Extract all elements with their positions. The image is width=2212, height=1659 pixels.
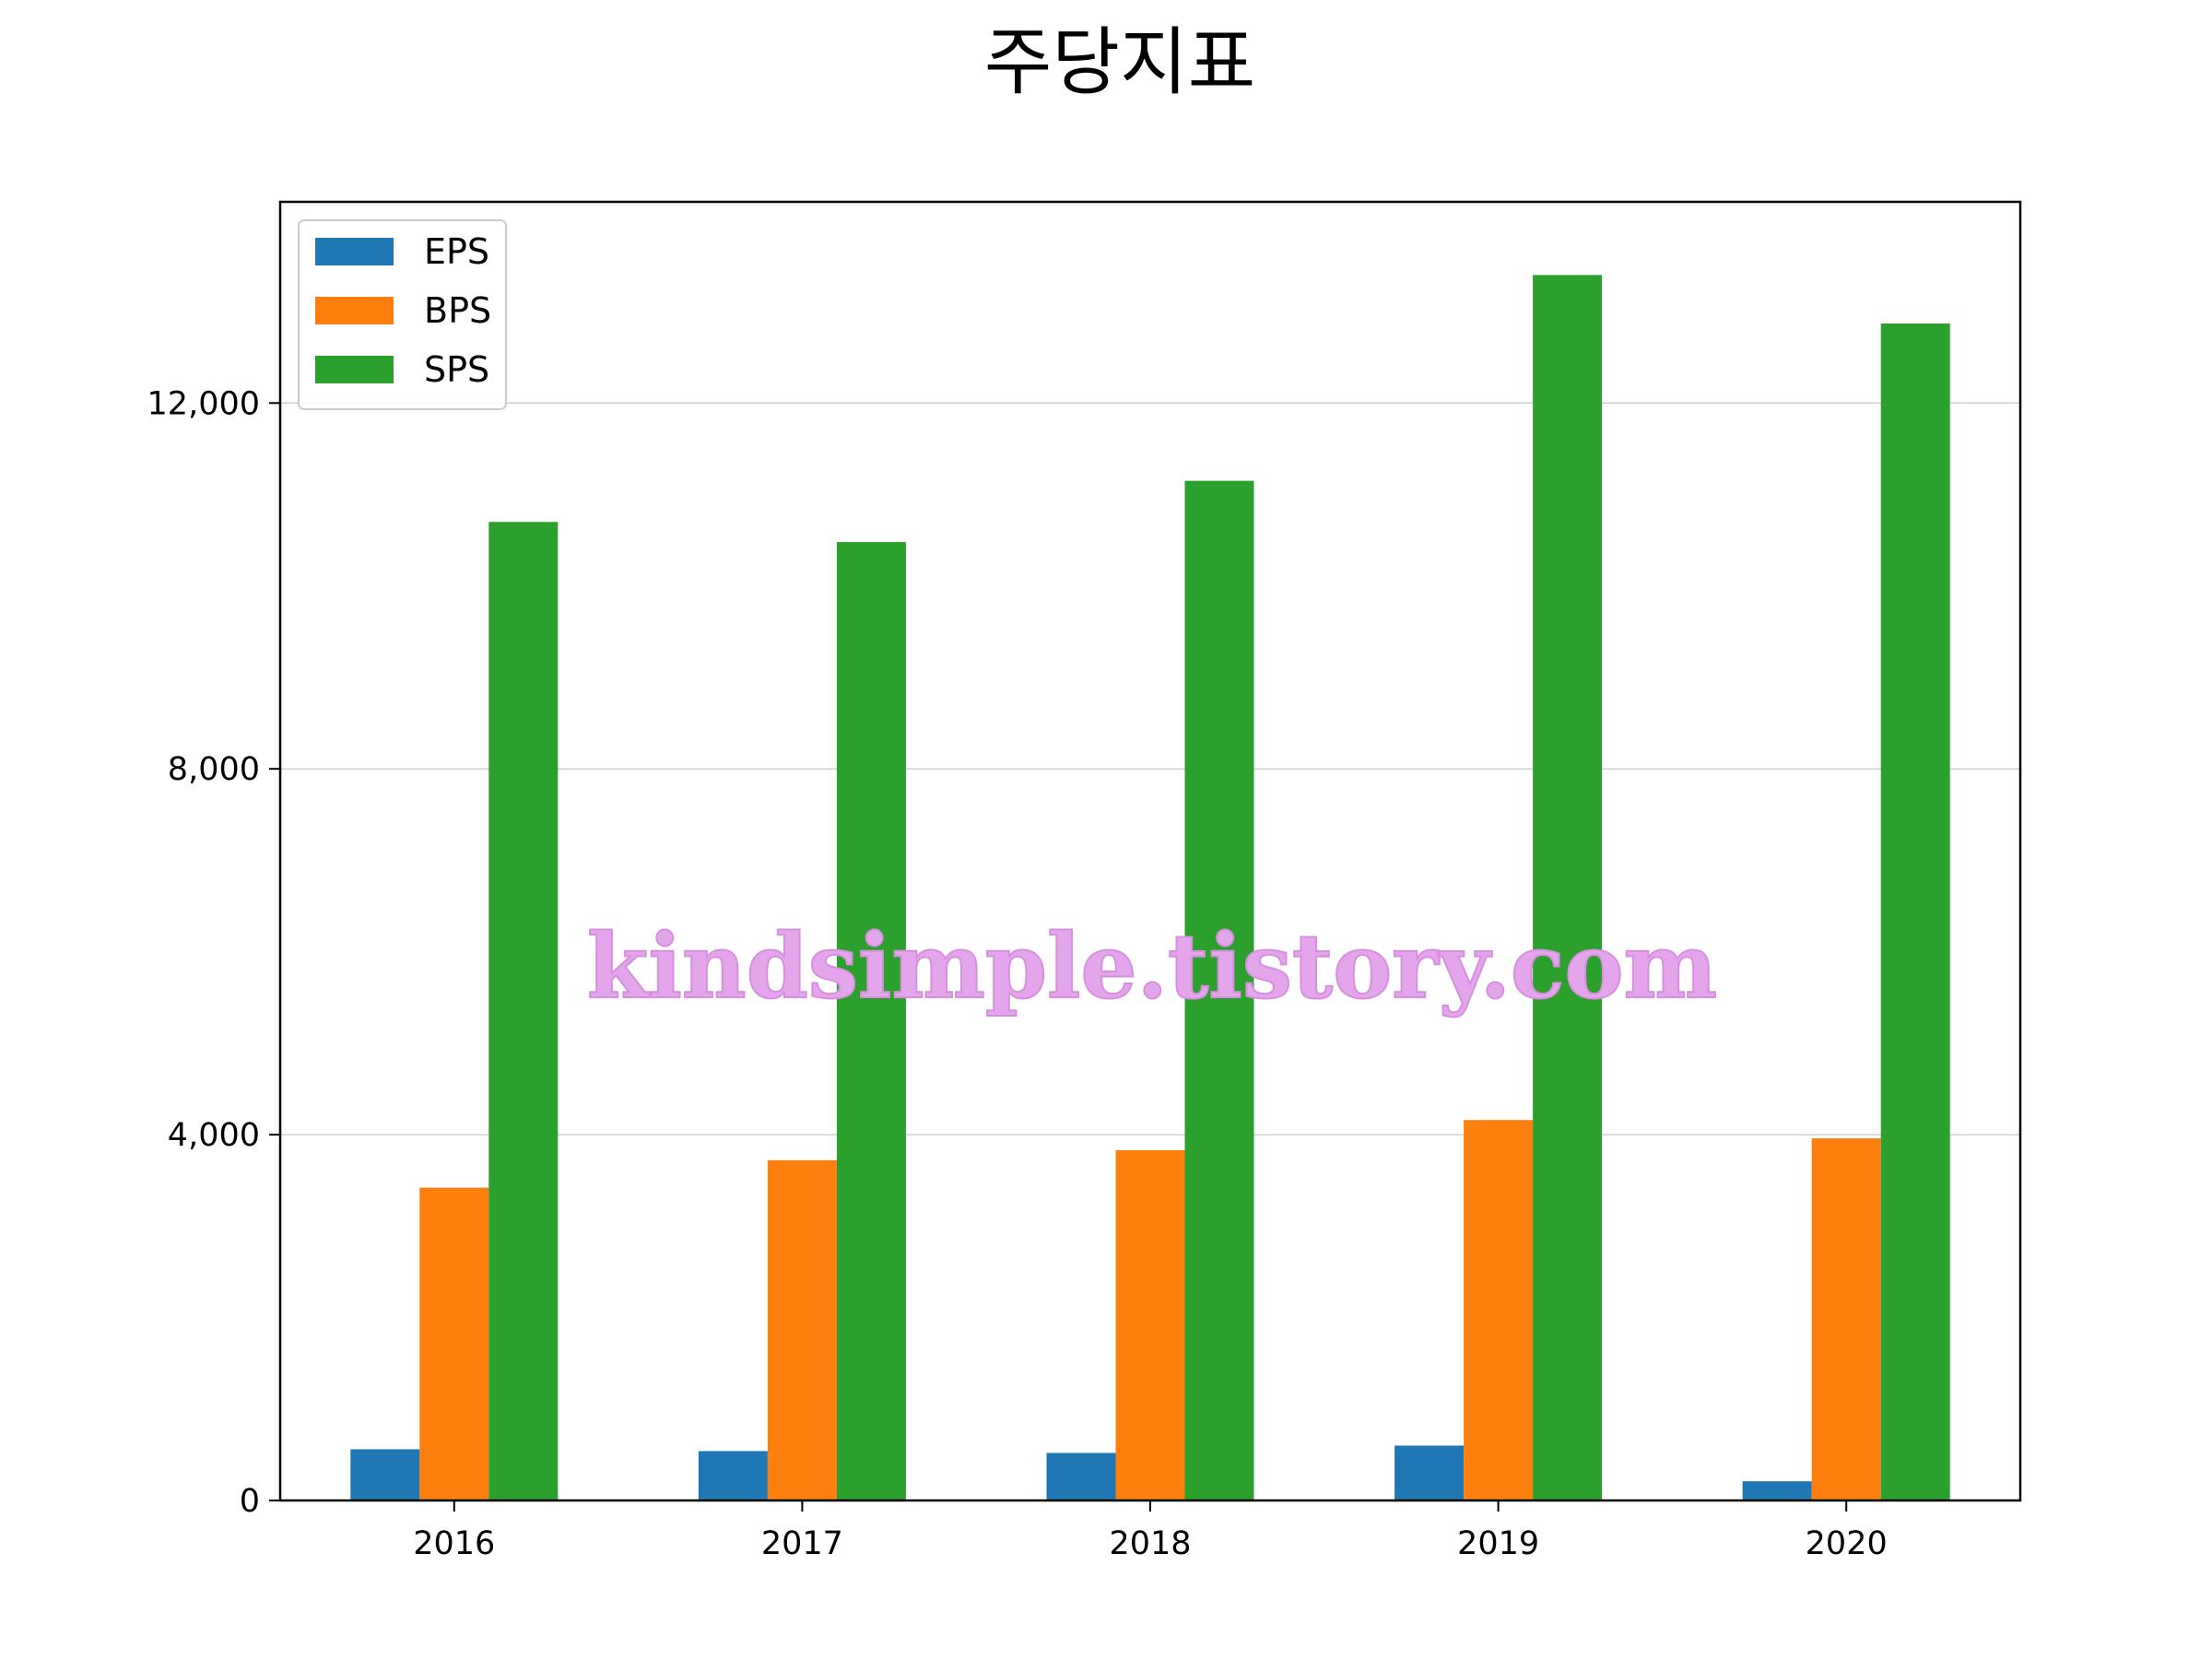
xtick-label-2017: 2017 — [761, 1525, 843, 1562]
axis-layer: 0 4,000 8,000 12,000 2016 2017 2018 2019 2020 — [147, 200, 2022, 1562]
xtick-label-2020: 2020 — [1806, 1525, 1888, 1562]
legend-swatch-sps — [315, 356, 394, 383]
bar-bps-2020 — [1811, 1138, 1881, 1500]
bar-bps-2016 — [419, 1187, 489, 1500]
bar-eps-2019 — [1394, 1445, 1465, 1500]
bar-bps-2019 — [1464, 1120, 1534, 1500]
grid-layer — [280, 402, 2020, 1135]
ytick-label-1: 4,000 — [168, 1117, 260, 1154]
bar-bps-2018 — [1115, 1149, 1185, 1500]
legend-label-eps: EPS — [424, 231, 489, 272]
bar-sps-2019 — [1533, 275, 1603, 1501]
xtick-label-2016: 2016 — [413, 1525, 495, 1562]
ytick-label-0: 0 — [240, 1483, 260, 1520]
bar-eps-2020 — [1742, 1481, 1812, 1500]
bar-bps-2017 — [767, 1159, 837, 1500]
legend: EPS BPS SPS — [298, 219, 507, 410]
legend-swatch-eps — [315, 238, 394, 265]
ytick-label-2: 8,000 — [168, 751, 260, 788]
bar-sps-2018 — [1184, 480, 1254, 1500]
ytick-label-3: 12,000 — [147, 385, 260, 422]
bars-layer — [350, 275, 1950, 1501]
bar-eps-2017 — [698, 1451, 768, 1500]
bar-sps-2017 — [836, 542, 906, 1500]
chart-title: 주당지표 — [984, 19, 1255, 105]
xtick-label-2019: 2019 — [1457, 1525, 1539, 1562]
bar-eps-2016 — [350, 1449, 420, 1500]
legend-swatch-bps — [315, 297, 394, 324]
watermark-text: kindsimple.tistory.com — [587, 914, 1717, 1018]
legend-label-sps: SPS — [424, 349, 489, 390]
bar-eps-2018 — [1046, 1453, 1116, 1500]
xtick-label-2018: 2018 — [1109, 1525, 1191, 1562]
bar-sps-2020 — [1880, 323, 1950, 1500]
bar-sps-2016 — [488, 522, 559, 1500]
legend-label-bps: BPS — [424, 290, 491, 331]
